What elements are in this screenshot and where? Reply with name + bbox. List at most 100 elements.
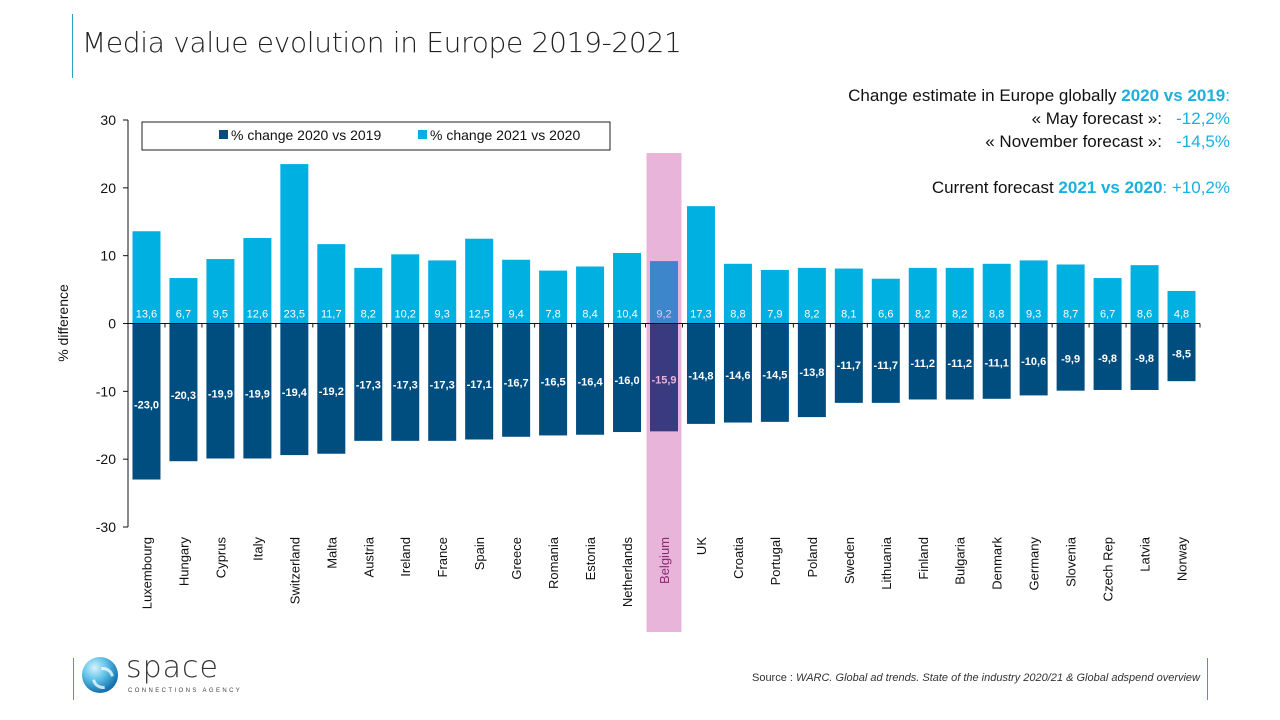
category-label: Belgium	[657, 537, 672, 584]
bar-2020-slovenia	[1056, 323, 1085, 391]
november-forecast-label: « November forecast »:	[985, 132, 1162, 151]
bar-2020-lithuania	[871, 323, 900, 403]
summary-current-forecast: Current forecast 2021 vs 2020: +10,2%	[848, 176, 1230, 199]
category-label: Latvia	[1138, 536, 1153, 571]
data-label-2021: 10,4	[616, 309, 637, 321]
bar-2021-italy	[243, 238, 272, 324]
bar-2020-france	[428, 323, 457, 441]
y-tick-label: -10	[96, 383, 116, 399]
bar-2021-finland	[908, 267, 937, 324]
data-label-2021: 8,6	[1137, 309, 1152, 321]
category-label: Slovenia	[1064, 536, 1079, 587]
bar-2020-italy	[243, 323, 272, 459]
bar-2020-cyprus	[206, 323, 235, 459]
data-label-2021: 8,2	[361, 309, 376, 321]
data-label-2021: 8,8	[989, 309, 1004, 321]
data-label-2020: -9,8	[1098, 353, 1117, 365]
data-label-2020: -17,3	[430, 380, 455, 392]
data-label-2021: 8,2	[804, 309, 819, 321]
category-label: Lithuania	[879, 536, 894, 590]
category-label: Bulgaria	[953, 536, 968, 584]
bar-2020-netherlands	[613, 323, 642, 433]
data-label-2021: 4,8	[1174, 309, 1189, 321]
data-label-2020: -16,7	[504, 377, 529, 389]
data-label-2020: -11,7	[837, 360, 861, 372]
category-label: Sweden	[842, 537, 857, 584]
summary-line-2020: Change estimate in Europe globally 2020 …	[848, 84, 1230, 107]
data-label-2020: -8,5	[1172, 348, 1191, 360]
bar-2021-switzerland	[280, 164, 309, 324]
category-label: Switzerland	[287, 537, 302, 604]
category-label: Norway	[1175, 537, 1190, 582]
category-label: Netherlands	[620, 537, 635, 608]
summary-colon: :	[1225, 86, 1230, 105]
data-label-2021: 10,2	[395, 309, 416, 321]
data-label-2020: -20,3	[171, 390, 196, 402]
source-text: WARC. Global ad trends. State of the ind…	[796, 672, 1200, 684]
category-label: Germany	[1027, 537, 1042, 591]
category-label: Poland	[805, 537, 820, 577]
bar-2021-lithuania	[871, 278, 900, 324]
data-label-2020: -15,9	[651, 375, 676, 387]
data-label-2020: -17,3	[356, 380, 381, 392]
current-forecast-value: : +10,2%	[1162, 178, 1230, 197]
page-title: Media value evolution in Europe 2019-202…	[82, 26, 682, 59]
bar-2021-france	[428, 260, 457, 324]
forecast-summary: Change estimate in Europe globally 2020 …	[848, 84, 1230, 199]
data-label-2020: -16,0	[614, 375, 639, 387]
legend-label-2021: % change 2021 vs 2020	[430, 127, 580, 143]
legend-swatch-2021	[418, 130, 427, 139]
bar-2021-hungary	[169, 278, 198, 324]
footer-accent-line-right	[1207, 658, 1208, 700]
bar-2020-poland	[797, 323, 826, 418]
data-label-2021: 13,6	[136, 309, 157, 321]
bar-2020-greece	[502, 323, 531, 437]
data-label-2021: 17,3	[690, 309, 711, 321]
bar-2021-romania	[539, 270, 568, 324]
data-label-2021: 12,6	[247, 309, 268, 321]
bar-2021-luxembourg	[132, 231, 161, 324]
bar-2021-slovenia	[1056, 264, 1085, 324]
bar-2020-malta	[317, 323, 346, 454]
category-label: Finland	[916, 537, 931, 580]
bar-2021-ireland	[391, 254, 420, 324]
data-label-2020: -17,1	[467, 379, 492, 391]
y-tick-label: 0	[108, 316, 116, 332]
data-label-2020: -9,8	[1135, 353, 1154, 365]
bar-2021-spain	[465, 238, 494, 324]
may-forecast-label: « May forecast »:	[1031, 109, 1162, 128]
space-logo-globe-icon	[82, 657, 118, 693]
bar-2020-germany	[1019, 323, 1048, 396]
data-label-2021: 7,8	[545, 309, 560, 321]
bar-2021-denmark	[982, 263, 1011, 324]
footer-accent-line-left	[73, 658, 74, 700]
november-forecast-value: -14,5%	[1176, 132, 1230, 151]
data-label-2020: -11,2	[911, 358, 935, 370]
logo-tagline: CONNECTIONS AGENCY	[128, 688, 243, 694]
bar-2021-cyprus	[206, 259, 235, 324]
category-label: Hungary	[176, 537, 191, 587]
current-forecast-highlight: 2021 vs 2020	[1058, 178, 1163, 197]
y-axis-label: % difference	[55, 284, 71, 362]
data-label-2021: 8,4	[582, 309, 597, 321]
category-label: Romania	[546, 536, 561, 589]
bar-2021-estonia	[576, 266, 605, 324]
data-label-2020: -16,4	[578, 376, 604, 388]
data-label-2020: -16,5	[541, 377, 566, 389]
y-tick-label: 10	[100, 248, 116, 264]
bar-2021-uk	[686, 206, 715, 324]
bar-2020-portugal	[760, 323, 789, 422]
data-label-2021: 8,1	[841, 309, 856, 321]
data-label-2020: -14,6	[725, 370, 750, 382]
bar-2020-ireland	[391, 323, 420, 441]
title-accent-line	[72, 14, 73, 78]
logo-wordmark: space	[126, 650, 220, 685]
bar-2020-uk	[686, 323, 715, 424]
bar-2021-belgium	[650, 261, 678, 324]
legend-swatch-2020	[219, 130, 228, 139]
data-label-2020: -9,9	[1061, 353, 1080, 365]
bar-2021-portugal	[760, 269, 789, 324]
bar-2020-denmark	[982, 323, 1011, 399]
data-label-2020: -11,7	[874, 360, 898, 372]
